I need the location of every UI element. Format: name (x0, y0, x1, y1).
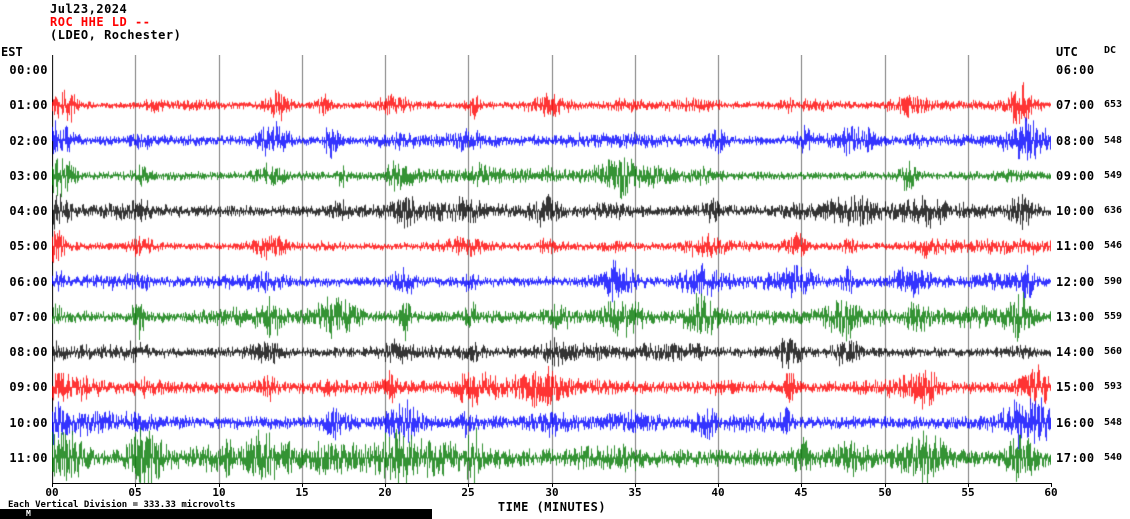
est-hour-label: 08:00 (9, 345, 48, 360)
x-tick-mark (635, 484, 636, 487)
dc-axis-title: DC (1104, 45, 1117, 56)
x-axis-title: TIME (MINUTES) (497, 500, 607, 514)
x-tick-mark (385, 484, 386, 487)
seismogram-plot (52, 55, 1051, 483)
bottom-bar: M (0, 509, 432, 519)
est-hour-label: 11:00 (9, 450, 48, 465)
x-tick-label: 50 (878, 486, 892, 499)
est-hour-label: 06:00 (9, 274, 48, 289)
est-hour-label: 02:00 (9, 133, 48, 148)
x-tick-mark (219, 484, 220, 487)
station-label: ROC HHE LD -- (50, 15, 151, 29)
x-tick-mark (718, 484, 719, 487)
utc-hour-label: 17:00 (1056, 450, 1095, 465)
x-tick-mark (135, 484, 136, 487)
est-hour-label: 04:00 (9, 204, 48, 219)
dc-value: 559 (1104, 310, 1123, 322)
x-tick-mark (302, 484, 303, 487)
utc-hour-label: 10:00 (1056, 204, 1095, 219)
x-tick-label: 15 (295, 486, 309, 499)
utc-hour-label: 11:00 (1056, 239, 1095, 254)
x-tick-mark (968, 484, 969, 487)
scale-note: Each Vertical Division = 333.33 microvol… (8, 500, 236, 510)
bottom-mark: M (26, 509, 31, 518)
est-axis-title: EST (1, 45, 23, 59)
dc-value: 636 (1104, 205, 1123, 217)
x-tick-label: 30 (545, 486, 559, 499)
dc-value: 593 (1104, 381, 1123, 393)
x-tick-label: 25 (461, 486, 475, 499)
dc-value: 560 (1104, 346, 1123, 358)
dc-value: 548 (1104, 416, 1123, 428)
utc-hour-label: 06:00 (1056, 63, 1095, 77)
x-tick-mark (552, 484, 553, 487)
dc-value: 548 (1104, 134, 1123, 146)
utc-hour-label: 07:00 (1056, 98, 1095, 113)
x-tick-mark (1051, 484, 1052, 487)
est-hour-label: 01:00 (9, 98, 48, 113)
x-tick-label: 60 (1044, 486, 1058, 499)
utc-axis-title: UTC (1056, 45, 1078, 59)
est-hour-label: 07:00 (9, 309, 48, 324)
est-hour-label: 09:00 (9, 380, 48, 395)
utc-hour-label: 15:00 (1056, 380, 1095, 395)
x-axis-line (52, 483, 1052, 484)
location-label: (LDEO, Rochester) (50, 28, 182, 42)
x-tick-label: 00 (45, 486, 59, 499)
x-tick-label: 40 (711, 486, 725, 499)
x-tick-mark (801, 484, 802, 487)
dc-value: 546 (1104, 240, 1123, 252)
utc-hour-label: 12:00 (1056, 274, 1095, 289)
x-tick-label: 20 (378, 486, 392, 499)
utc-hour-label: 16:00 (1056, 415, 1095, 430)
x-tick-mark (52, 484, 53, 487)
x-tick-label: 05 (128, 486, 142, 499)
date-label: Jul23,2024 (50, 2, 128, 16)
x-tick-label: 55 (961, 486, 975, 499)
x-tick-label: 10 (212, 486, 226, 499)
est-hour-label: 00:00 (9, 63, 48, 77)
utc-hour-label: 08:00 (1056, 133, 1095, 148)
est-hour-label: 10:00 (9, 415, 48, 430)
est-hour-label: 03:00 (9, 168, 48, 183)
dc-value: 549 (1104, 169, 1123, 181)
dc-value: 590 (1104, 275, 1123, 287)
header: Jul23,2024 ROC HHE LD -- (LDEO, Rocheste… (50, 3, 181, 42)
x-tick-mark (885, 484, 886, 487)
utc-hour-label: 13:00 (1056, 309, 1095, 324)
est-hour-label: 05:00 (9, 239, 48, 254)
dc-value: 540 (1104, 451, 1123, 463)
x-tick-mark (468, 484, 469, 487)
utc-hour-label: 09:00 (1056, 168, 1095, 183)
dc-value: 653 (1104, 99, 1123, 111)
x-tick-label: 45 (794, 486, 808, 499)
utc-hour-label: 14:00 (1056, 345, 1095, 360)
x-tick-label: 35 (628, 486, 642, 499)
